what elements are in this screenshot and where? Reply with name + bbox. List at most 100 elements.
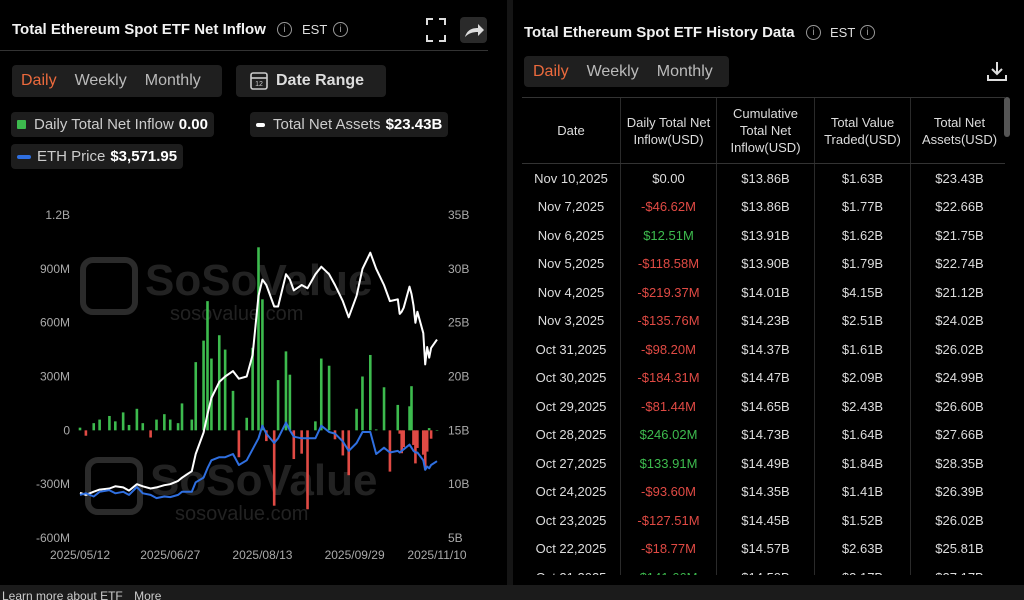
tab[interactable]: Monthly <box>656 62 713 80</box>
table-cell: $1.61B <box>815 335 911 364</box>
bar <box>402 430 405 448</box>
bar <box>361 376 364 431</box>
bar <box>416 430 419 448</box>
legend-item[interactable]: Total Net Assets $23.43B <box>250 112 449 137</box>
table-cell: $26.02B <box>911 335 1005 364</box>
table-cell: $1.41B <box>815 477 911 506</box>
table-cell: $13.91B <box>717 221 815 250</box>
table-row[interactable]: Oct 31,2025 -$98.20M $14.37B $1.61B $26.02B <box>522 335 1005 364</box>
bar <box>427 428 431 431</box>
table-row[interactable]: Oct 29,2025 -$81.44M $14.65B $2.43B $26.60B <box>522 392 1005 421</box>
table-row[interactable]: Nov 4,2025 -$219.37M $14.01B $4.15B $21.12B <box>522 278 1005 307</box>
bar <box>210 358 213 431</box>
footer: Learn more about ETF More <box>0 585 1024 600</box>
tab[interactable]: Monthly <box>144 72 201 89</box>
legend-label: ETH Price <box>37 148 106 165</box>
table-row[interactable]: Oct 30,2025 -$184.31M $14.47B $2.09B $24.99B <box>522 363 1005 393</box>
table-row[interactable]: Oct 24,2025 -$93.60M $14.35B $1.41B $26.39B <box>522 477 1005 506</box>
tab[interactable]: Daily <box>533 62 569 80</box>
table-row[interactable]: Nov 10,2025 $0.00 $13.86B $1.63B $23.43B <box>522 164 1005 193</box>
table-row[interactable]: Oct 27,2025 $133.91M $14.49B $1.84B $28.35B <box>522 449 1005 478</box>
legend-label: Total Net Assets <box>273 116 381 133</box>
legend-item[interactable]: ETH Price $3,571.95 <box>11 144 184 169</box>
header-cell: Cumulative Total Net Inflow(USD) <box>717 98 815 163</box>
legend-item[interactable]: Daily Total Net Inflow 0.00 <box>11 112 214 137</box>
y2-tick-label: 35B <box>448 208 469 222</box>
bar <box>98 419 101 431</box>
table-cell: $14.37B <box>717 335 815 364</box>
table-cell: $14.01B <box>717 278 815 307</box>
bar <box>306 430 309 510</box>
table-row[interactable]: Nov 6,2025 $12.51M $13.91B $1.62B $21.75B <box>522 221 1005 250</box>
bar <box>251 347 254 431</box>
tab[interactable]: Weekly <box>586 62 639 80</box>
table-cell: -$93.60M <box>621 477 717 506</box>
header-text: Daily Total Net Inflow(USD) <box>626 114 711 147</box>
table-row[interactable]: Nov 5,2025 -$118.58M $13.90B $1.79B $22.74B <box>522 249 1005 279</box>
bar <box>300 430 303 454</box>
table-row[interactable]: Oct 21,2025$141.66M$14.59B$3.17B$27.17B <box>522 563 1005 575</box>
table-row[interactable]: Nov 7,2025 -$46.62M $13.86B $1.77B $22.66B <box>522 192 1005 221</box>
bar <box>135 408 139 431</box>
table-cell: $22.74B <box>911 250 1005 279</box>
table-cell: $14.65B <box>717 392 815 421</box>
table-row[interactable]: Nov 3,2025 -$135.76M $14.23B $2.51B $24.02B <box>522 306 1005 335</box>
table-row[interactable]: Oct 23,2025 -$127.51M $14.45B $1.52B $26.02B <box>522 506 1005 535</box>
header-text: Date <box>557 123 585 138</box>
footer-link[interactable]: More <box>134 589 162 600</box>
table-cell: -$81.44M <box>621 392 717 421</box>
footer-link[interactable]: Learn more about ETF <box>2 589 123 600</box>
tab[interactable]: Weekly <box>74 72 127 89</box>
y-tick-label: 600M <box>40 316 70 330</box>
bar <box>261 299 264 431</box>
bar <box>163 414 166 431</box>
bar <box>245 417 249 431</box>
table-cell: $14.23B <box>717 306 815 335</box>
table-cell: Oct 21,2025 <box>522 563 621 575</box>
bar <box>374 429 378 431</box>
bar <box>292 430 296 460</box>
right-title: Total Ethereum Spot ETF History Data <box>524 24 795 41</box>
legend-value: $23.43B <box>385 116 443 133</box>
table-cell: Oct 30,2025 <box>522 363 621 392</box>
download-button[interactable] <box>986 60 1008 82</box>
bar <box>327 365 331 431</box>
bar <box>429 430 433 439</box>
date-range-button[interactable]: 12 Date Range <box>236 65 386 97</box>
table-cell: -$184.31M <box>621 363 717 392</box>
table-cell: $14.49B <box>717 449 815 478</box>
y2-tick-label: 15B <box>448 423 469 437</box>
bar <box>347 430 351 476</box>
legend-value: 0.00 <box>178 116 208 133</box>
tab[interactable]: Daily <box>21 72 57 89</box>
table-row[interactable]: Oct 28,2025 $246.02M $14.73B $1.64B $27.66B <box>522 420 1005 450</box>
table-cell: Nov 3,2025 <box>522 306 621 335</box>
bar <box>194 362 198 431</box>
share-button[interactable] <box>460 17 487 43</box>
header-text: Total Value Traded(USD) <box>824 114 901 147</box>
fullscreen-button[interactable] <box>426 18 446 42</box>
svg-text:12: 12 <box>255 81 263 88</box>
line <box>79 421 438 500</box>
table-cell: -$135.76M <box>621 306 717 335</box>
info-icon[interactable]: i <box>277 22 292 37</box>
table-cell: Oct 29,2025 <box>522 392 621 421</box>
table-row[interactable]: Oct 22,2025 -$18.77M $14.57B $2.63B $25.81B <box>522 534 1005 563</box>
table-cell: $27.66B <box>911 421 1005 450</box>
y2-tick-label: 25B <box>448 316 469 330</box>
y-tick-label: 900M <box>40 262 70 276</box>
bar <box>425 430 429 452</box>
table-cell: Nov 10,2025 <box>522 164 621 193</box>
bar <box>141 423 145 431</box>
table-cell: $1.62B <box>815 221 911 250</box>
info-icon[interactable]: i <box>806 25 821 40</box>
info-icon[interactable]: i <box>860 25 875 40</box>
y-tick-label: 0 <box>63 423 70 437</box>
table-cell: $24.99B <box>911 364 1005 393</box>
chart-tools <box>426 17 487 43</box>
info-icon[interactable]: i <box>333 22 348 37</box>
table-cell: $14.45B <box>717 506 815 535</box>
table-cell: $1.64B <box>815 420 911 449</box>
table-cell: $26.60B <box>911 392 1005 421</box>
table-cell: -$98.20M <box>621 335 717 364</box>
